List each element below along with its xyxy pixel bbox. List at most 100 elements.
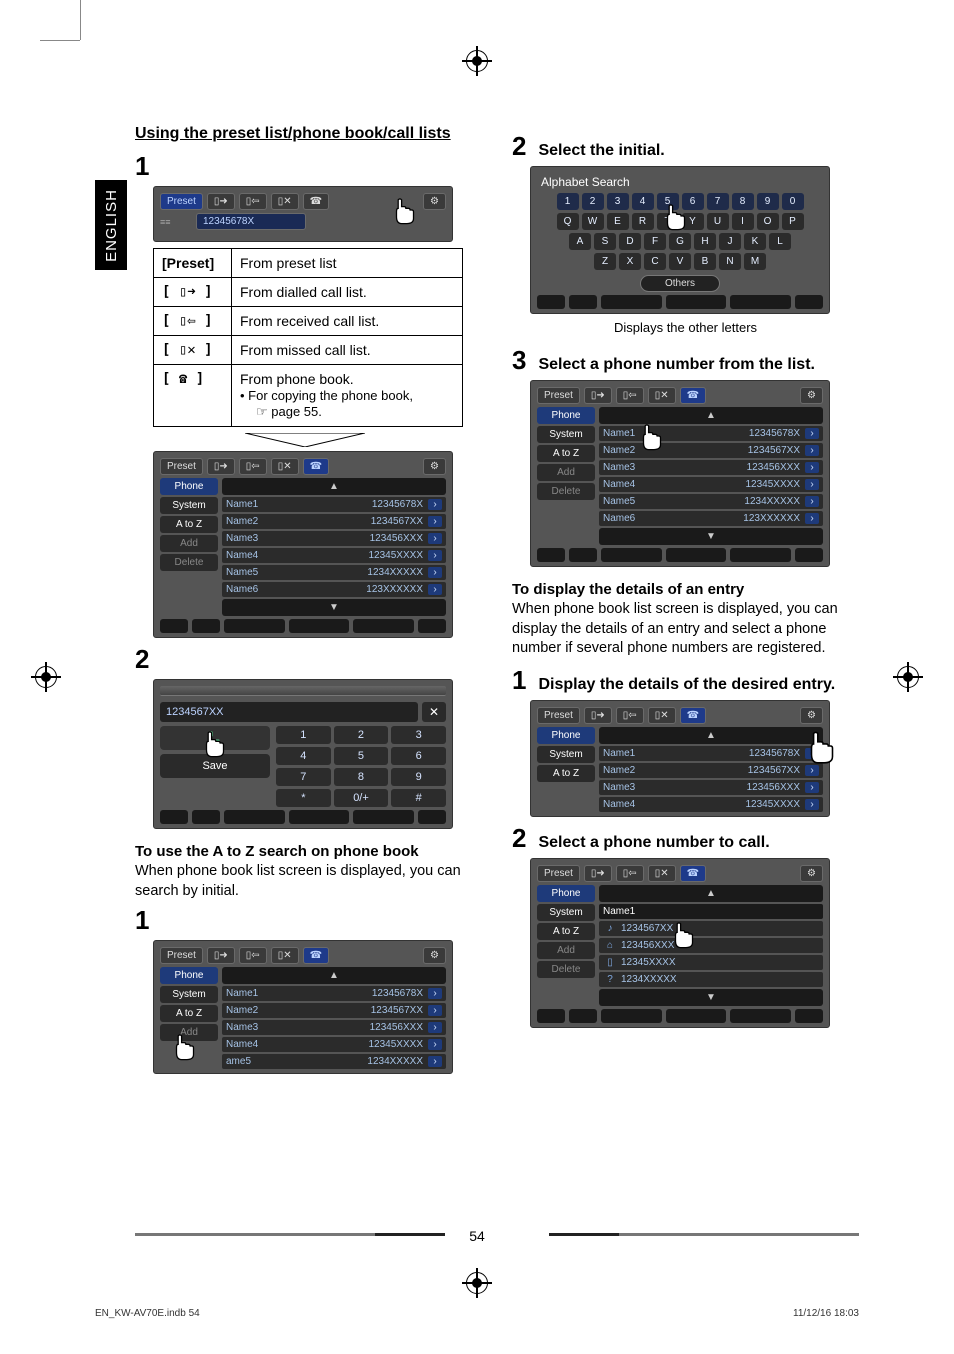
alpha-key[interactable]: C <box>644 253 666 270</box>
chevron-right-icon[interactable]: › <box>428 499 442 510</box>
side-atoz[interactable]: A to Z <box>537 765 595 782</box>
alpha-key[interactable]: X <box>619 253 641 270</box>
vol-up-icon[interactable] <box>289 810 350 824</box>
side-phone[interactable]: Phone <box>160 478 218 495</box>
list-item[interactable]: ame51234XXXXX› <box>222 1054 446 1069</box>
keypad-key[interactable]: 8 <box>334 768 389 786</box>
side-system[interactable]: System <box>160 497 218 514</box>
scroll-up-icon[interactable]: ▲ <box>222 967 446 984</box>
phonebook-icon[interactable]: ☎ <box>680 865 706 882</box>
list-item[interactable]: Name21234567XX› <box>222 1003 446 1018</box>
alpha-key[interactable]: H <box>694 233 716 250</box>
list-item[interactable]: Name112345678X› <box>222 986 446 1001</box>
list-item[interactable]: Name412345XXXX› <box>222 1037 446 1052</box>
keypad-key[interactable]: 0/+ <box>334 789 389 807</box>
setup-icon[interactable]: ⚙ <box>800 387 823 404</box>
list-item[interactable]: Name112345678X› <box>599 746 823 761</box>
received-icon[interactable]: ▯⇦ <box>616 707 644 724</box>
chevron-right-icon[interactable]: › <box>428 1022 442 1033</box>
vol-down-icon[interactable] <box>224 810 285 824</box>
dialed-icon[interactable]: ▯➜ <box>207 193 235 210</box>
chevron-right-icon[interactable]: › <box>805 513 819 524</box>
chevron-right-icon[interactable]: › <box>428 567 442 578</box>
scroll-up-icon[interactable]: ▲ <box>599 885 823 902</box>
chevron-right-icon[interactable]: › <box>428 988 442 999</box>
keypad-key[interactable]: 5 <box>334 747 389 765</box>
list-item[interactable]: Name3123456XXX› <box>599 780 823 795</box>
scroll-up-icon[interactable]: ▲ <box>599 727 823 744</box>
alpha-key[interactable]: 5 <box>657 193 679 210</box>
chevron-right-icon[interactable]: › <box>428 516 442 527</box>
scroll-up-icon[interactable]: ▲ <box>599 407 823 424</box>
side-phone[interactable]: Phone <box>537 885 595 902</box>
received-icon[interactable]: ▯⇦ <box>239 193 267 210</box>
side-system[interactable]: System <box>537 426 595 443</box>
keypad-key[interactable]: * <box>276 789 331 807</box>
scroll-down-icon[interactable]: ▼ <box>222 599 446 616</box>
list-item[interactable]: ♪1234567XX <box>599 921 823 936</box>
alpha-key[interactable]: 1 <box>557 193 579 210</box>
alpha-key[interactable]: W <box>582 213 604 230</box>
phonebook-icon[interactable]: ☎ <box>680 387 706 404</box>
alpha-key[interactable]: S <box>594 233 616 250</box>
att-icon[interactable] <box>192 810 220 824</box>
chevron-right-icon[interactable]: › <box>428 584 442 595</box>
keypad-key[interactable]: 1 <box>276 726 331 744</box>
side-atoz[interactable]: A to Z <box>160 1005 218 1022</box>
list-item[interactable]: Name3123456XXX› <box>599 460 823 475</box>
missed-icon[interactable]: ▯✕ <box>271 193 299 210</box>
return-icon[interactable] <box>418 619 446 633</box>
back-icon[interactable] <box>160 619 188 633</box>
preset-tab[interactable]: Preset <box>537 387 580 404</box>
vol-up-icon[interactable] <box>289 619 350 633</box>
chevron-right-icon[interactable]: › <box>428 533 442 544</box>
dialed-icon[interactable]: ▯➜ <box>584 387 612 404</box>
preset-tab[interactable]: Preset <box>537 865 580 882</box>
dialed-icon[interactable]: ▯➜ <box>207 458 235 475</box>
phonebook-icon[interactable]: ☎ <box>680 707 706 724</box>
chevron-right-icon[interactable]: › <box>805 428 819 439</box>
back-icon[interactable] <box>537 295 565 309</box>
setup-icon[interactable]: ⚙ <box>423 458 446 475</box>
keypad-key[interactable]: 2 <box>334 726 389 744</box>
att-icon[interactable] <box>569 295 597 309</box>
list-item[interactable]: Name51234XXXXX› <box>599 494 823 509</box>
alpha-key[interactable]: 8 <box>732 193 754 210</box>
missed-icon[interactable]: ▯✕ <box>648 707 676 724</box>
others-button[interactable]: Others <box>640 275 720 292</box>
chevron-right-icon[interactable]: › <box>805 496 819 507</box>
keypad-key[interactable]: 3 <box>391 726 446 744</box>
back-icon[interactable] <box>160 810 188 824</box>
chevron-right-icon[interactable]: › <box>805 462 819 473</box>
side-phone[interactable]: Phone <box>537 727 595 744</box>
alpha-key[interactable]: G <box>669 233 691 250</box>
preset-tab[interactable]: Preset <box>537 707 580 724</box>
scroll-down-icon[interactable]: ▼ <box>599 989 823 1006</box>
dialed-icon[interactable]: ▯➜ <box>207 947 235 964</box>
scroll-up-icon[interactable]: ▲ <box>222 478 446 495</box>
alpha-key[interactable]: A <box>569 233 591 250</box>
side-atoz[interactable]: A to Z <box>537 923 595 940</box>
received-icon[interactable]: ▯⇦ <box>616 865 644 882</box>
alpha-key[interactable]: F <box>644 233 666 250</box>
save-button[interactable]: Save <box>160 754 270 778</box>
list-item[interactable]: Name21234567XX› <box>599 443 823 458</box>
alpha-key[interactable]: T <box>657 213 679 230</box>
vol-up-icon[interactable] <box>666 1009 727 1023</box>
return-icon[interactable] <box>795 295 823 309</box>
setup-icon[interactable]: ⚙ <box>800 865 823 882</box>
side-delete[interactable]: Delete <box>537 961 595 978</box>
vol-down-icon[interactable] <box>224 619 285 633</box>
vol-down-icon[interactable] <box>601 295 662 309</box>
received-icon[interactable]: ▯⇦ <box>616 387 644 404</box>
alpha-key[interactable]: Z <box>594 253 616 270</box>
side-atoz[interactable]: A to Z <box>537 445 595 462</box>
att-icon[interactable] <box>569 548 597 562</box>
list-item[interactable]: ⌂123456XXX <box>599 938 823 953</box>
list-item[interactable]: Name112345678X› <box>599 426 823 441</box>
chevron-right-icon[interactable]: › <box>428 1056 442 1067</box>
att-icon[interactable] <box>569 1009 597 1023</box>
alpha-key[interactable]: 4 <box>632 193 654 210</box>
list-item[interactable]: Name412345XXXX› <box>222 548 446 563</box>
side-delete[interactable]: Delete <box>537 483 595 500</box>
